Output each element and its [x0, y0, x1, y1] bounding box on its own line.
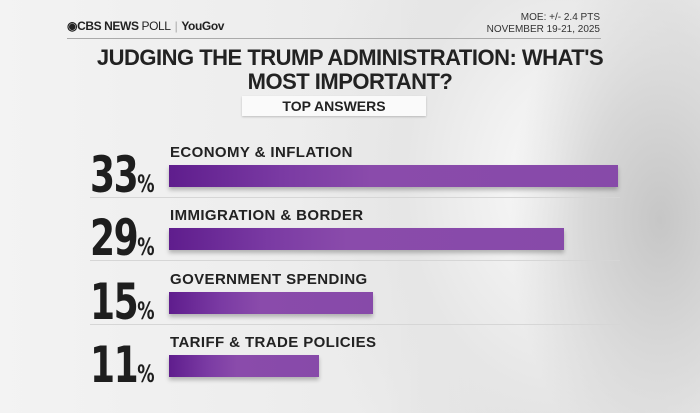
- data-label: 11%: [90, 336, 155, 394]
- bar: [169, 355, 319, 377]
- cbs-news-poll-logo: ◉CBS NEWS POLL | YouGov: [67, 19, 225, 33]
- category-label: TARIFF & TRADE POLICIES: [170, 334, 377, 351]
- bar-row: 11% TARIFF & TRADE POLICIES: [0, 334, 700, 403]
- bar-row: 33% ECONOMY & INFLATION: [0, 144, 700, 213]
- poll-info: MOE: +/- 2.4 PTS NOVEMBER 19-21, 2025: [487, 12, 600, 36]
- bar: [169, 292, 374, 314]
- poll-dates: NOVEMBER 19-21, 2025: [486, 24, 600, 35]
- data-label: 33%: [90, 146, 155, 204]
- row-divider: [90, 197, 620, 198]
- header-divider: [67, 38, 601, 39]
- data-label: 15%: [90, 273, 155, 331]
- bar: [169, 165, 618, 187]
- bar: [169, 228, 564, 250]
- category-label: IMMIGRATION & BORDER: [170, 207, 364, 224]
- category-label: ECONOMY & INFLATION: [170, 144, 353, 161]
- chart-subtitle: TOP ANSWERS: [242, 96, 426, 116]
- margin-of-error: MOE: +/- 2.4 PTS: [520, 12, 600, 23]
- category-label: GOVERNMENT SPENDING: [170, 271, 368, 288]
- chart-title: JUDGING THE TRUMP ADMINISTRATION: WHAT'S…: [96, 45, 604, 94]
- row-divider: [90, 324, 620, 325]
- bar-row: 15% GOVERNMENT SPENDING: [0, 271, 700, 340]
- bar-row: 29% IMMIGRATION & BORDER: [0, 207, 700, 276]
- data-label: 29%: [90, 209, 155, 267]
- row-divider: [90, 260, 620, 261]
